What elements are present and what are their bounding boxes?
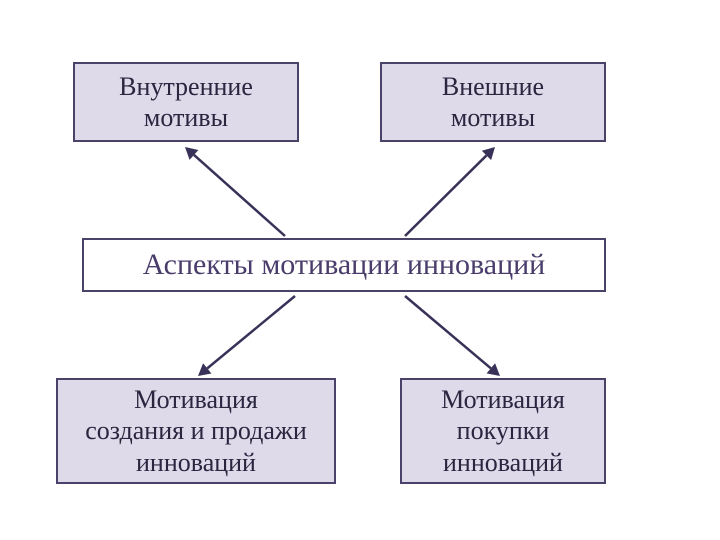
node-label-top_left: Внутренниемотивы xyxy=(115,67,257,137)
node-label-center: Аспекты мотивации инноваций xyxy=(139,243,549,287)
node-bottom_left: Мотивациясоздания и продажиинноваций xyxy=(56,378,336,484)
edge-arrowhead-3 xyxy=(487,363,500,376)
node-label-top_right: Внешниемотивы xyxy=(438,67,548,137)
node-bottom_right: Мотивацияпокупкиинноваций xyxy=(400,378,606,484)
edge-arrowhead-1 xyxy=(482,147,495,160)
node-label-bottom_right: Мотивацияпокупкиинноваций xyxy=(437,380,569,482)
edge-arrowhead-0 xyxy=(185,147,198,160)
edge-line-3 xyxy=(405,296,491,368)
edge-arrowhead-2 xyxy=(198,363,211,376)
node-center: Аспекты мотивации инноваций xyxy=(82,238,606,292)
edge-line-0 xyxy=(194,155,285,236)
edge-line-2 xyxy=(207,296,295,368)
edge-line-1 xyxy=(405,155,486,236)
node-top_left: Внутренниемотивы xyxy=(73,62,299,142)
node-label-bottom_left: Мотивациясоздания и продажиинноваций xyxy=(81,380,311,482)
node-top_right: Внешниемотивы xyxy=(380,62,606,142)
